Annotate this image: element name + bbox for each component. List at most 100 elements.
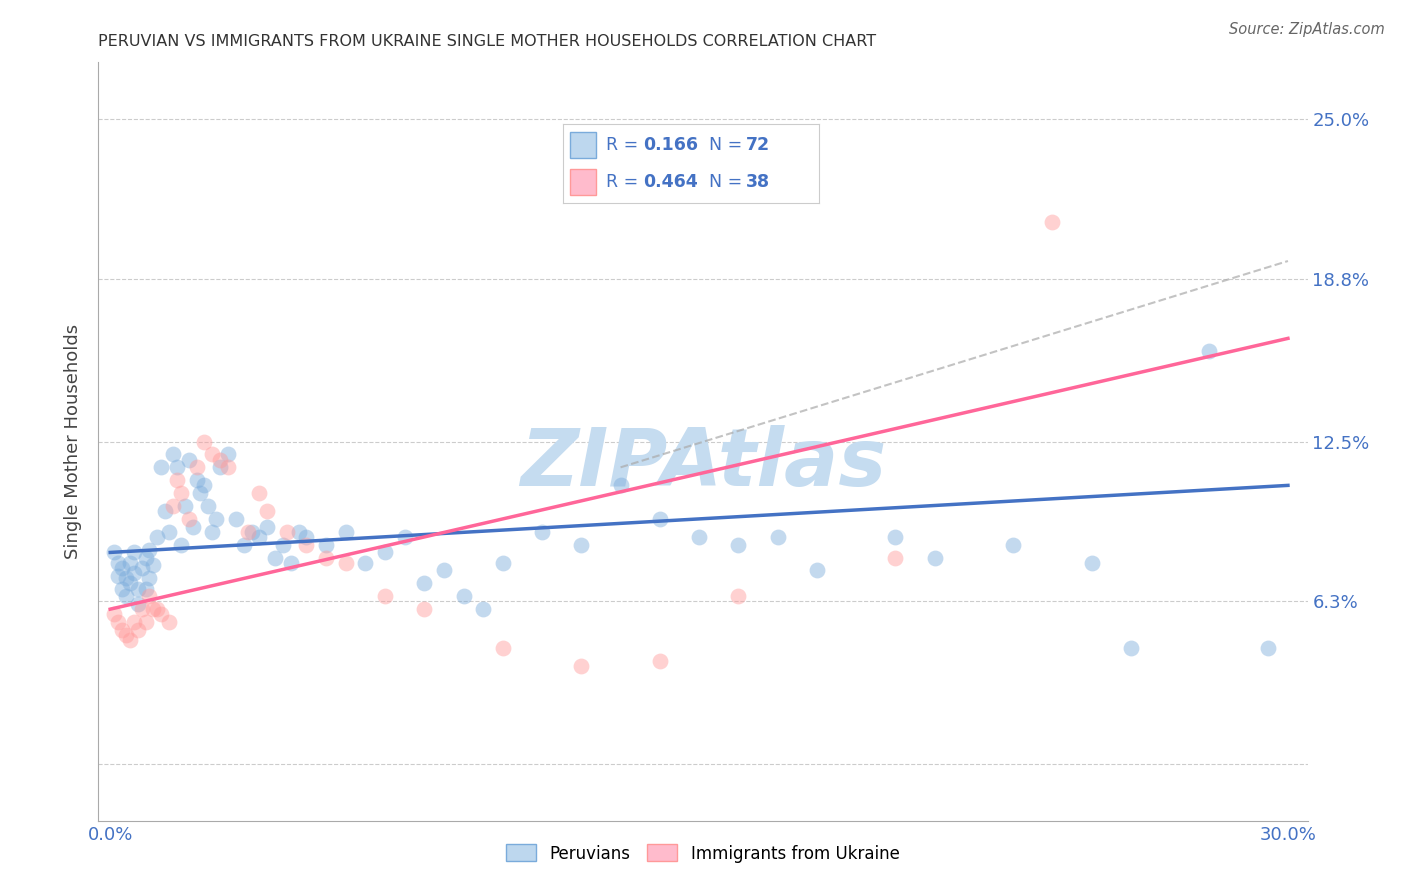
Point xyxy=(118,576,141,591)
Point xyxy=(127,623,149,637)
Bar xyxy=(571,132,596,158)
Point xyxy=(806,564,828,578)
Point xyxy=(150,607,173,622)
Point xyxy=(374,589,396,603)
Point xyxy=(280,556,302,570)
Point xyxy=(287,524,309,539)
Point xyxy=(170,538,193,552)
Text: Source: ZipAtlas.com: Source: ZipAtlas.com xyxy=(1229,22,1385,37)
Text: 0.166: 0.166 xyxy=(643,136,699,153)
Point xyxy=(354,556,377,570)
Point xyxy=(157,615,180,629)
Point xyxy=(256,504,278,518)
Point xyxy=(766,530,789,544)
Point xyxy=(295,530,318,544)
Text: 38: 38 xyxy=(745,173,770,191)
Point xyxy=(209,460,232,475)
Point xyxy=(1119,640,1142,655)
Text: PERUVIAN VS IMMIGRANTS FROM UKRAINE SINGLE MOTHER HOUSEHOLDS CORRELATION CHART: PERUVIAN VS IMMIGRANTS FROM UKRAINE SING… xyxy=(98,34,876,49)
Point xyxy=(201,524,224,539)
Point xyxy=(335,556,357,570)
Point xyxy=(173,499,195,513)
Point xyxy=(193,434,215,449)
Point xyxy=(335,524,357,539)
Point xyxy=(177,452,200,467)
Point xyxy=(295,538,318,552)
Point xyxy=(884,550,907,565)
Point xyxy=(153,504,176,518)
Point xyxy=(122,566,145,580)
Point xyxy=(157,524,180,539)
Point xyxy=(569,659,592,673)
Point xyxy=(181,519,204,533)
Point xyxy=(531,524,554,539)
Point xyxy=(433,564,456,578)
Point xyxy=(374,545,396,559)
Point xyxy=(135,582,157,596)
Point xyxy=(103,607,125,622)
Point xyxy=(492,556,515,570)
Text: R =: R = xyxy=(606,173,644,191)
Point xyxy=(1002,538,1025,552)
Point xyxy=(193,478,215,492)
Point xyxy=(170,486,193,500)
Point xyxy=(609,478,631,492)
Point xyxy=(201,447,224,461)
Point xyxy=(177,512,200,526)
Point xyxy=(1080,556,1102,570)
Point xyxy=(122,615,145,629)
Point xyxy=(146,530,169,544)
Point xyxy=(453,589,475,603)
Point xyxy=(111,582,134,596)
Point xyxy=(103,545,125,559)
Text: 0.464: 0.464 xyxy=(643,173,697,191)
Point xyxy=(884,530,907,544)
Point xyxy=(209,452,232,467)
Point xyxy=(111,561,134,575)
Y-axis label: Single Mother Households: Single Mother Households xyxy=(65,324,83,559)
Point xyxy=(217,447,239,461)
Point xyxy=(146,602,169,616)
Point xyxy=(205,512,228,526)
Point xyxy=(118,633,141,648)
Point xyxy=(162,447,184,461)
Bar xyxy=(571,169,596,195)
Point xyxy=(569,538,592,552)
Point xyxy=(122,545,145,559)
Point xyxy=(472,602,495,616)
Point xyxy=(138,571,160,585)
Point xyxy=(225,512,247,526)
Point xyxy=(118,556,141,570)
Point xyxy=(727,538,749,552)
Point xyxy=(166,460,188,475)
Point xyxy=(127,582,149,596)
Point xyxy=(256,519,278,533)
Point xyxy=(131,602,153,616)
Point xyxy=(115,628,138,642)
Text: 72: 72 xyxy=(745,136,770,153)
Point xyxy=(217,460,239,475)
Point xyxy=(232,538,254,552)
Text: ZIPAtlas: ZIPAtlas xyxy=(520,425,886,503)
Point xyxy=(648,654,671,668)
Point xyxy=(276,524,298,539)
Point xyxy=(131,561,153,575)
Point xyxy=(166,473,188,487)
Text: N =: N = xyxy=(709,136,747,153)
Point xyxy=(236,524,259,539)
Point xyxy=(142,602,165,616)
Text: R =: R = xyxy=(606,136,644,153)
Point xyxy=(135,615,157,629)
Point xyxy=(127,597,149,611)
Point xyxy=(138,589,160,603)
Point xyxy=(727,589,749,603)
Point xyxy=(162,499,184,513)
Point xyxy=(190,486,212,500)
Point xyxy=(264,550,287,565)
Point xyxy=(1198,344,1220,359)
Point xyxy=(107,568,129,582)
Point xyxy=(240,524,263,539)
Point xyxy=(115,571,138,585)
Point xyxy=(688,530,710,544)
Point xyxy=(107,615,129,629)
